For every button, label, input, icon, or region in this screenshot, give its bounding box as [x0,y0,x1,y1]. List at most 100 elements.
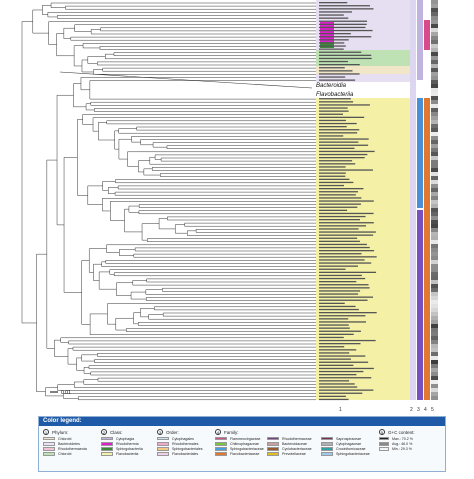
leaf-label [319,163,356,165]
leaf-label [319,367,374,370]
leaf-label [319,42,345,44]
leaf-label [319,26,366,29]
legend-entry: Chlorobi [58,452,72,457]
gc-cell [431,160,438,164]
gc-cell [431,188,438,192]
gc-cell [431,72,438,76]
leaf-label [319,250,375,252]
leaf-label [319,79,356,81]
leaf-label [319,327,350,329]
leaf-label [319,14,344,16]
leaf-label [319,321,367,323]
gc-cell [431,0,438,4]
gc-cell [431,296,438,300]
gc-cell [431,244,438,248]
gc-cell [431,16,438,20]
leaf-label [319,29,373,32]
legend-swatch [321,452,333,456]
gc-cell [431,168,438,172]
leaf-label [319,256,377,258]
gc-cell [431,256,438,260]
leaf-label [319,253,362,255]
gc-cell [431,128,438,132]
leaf-label [319,324,349,326]
leaf-label [319,175,346,177]
leaf-label [319,281,357,283]
leaf-label [319,305,356,308]
leaf-label [319,126,347,128]
leaf-label [319,172,346,174]
leaf-label [319,370,364,373]
gc-cell [431,48,438,52]
leaf-label [319,54,372,56]
gc-cell [431,268,438,272]
legend-swatch [215,441,227,446]
legend-family-3: Saprospiraceae Cytophagaceae Crocinitomi… [321,428,370,457]
legend-entry: Sphingobacteriaceae [336,452,370,457]
gc-cell [431,156,438,160]
leaf-label [319,113,344,115]
order-column-bottom [417,210,423,400]
leaf-label [319,237,358,239]
leaf-label [319,315,366,317]
legend-number-badge: 2 [101,429,107,435]
leaf-label [319,8,374,10]
gc-cell [431,96,438,100]
gc-cell [431,196,438,200]
legend-entry: Cytophagales [172,436,194,441]
gc-cell [431,352,438,356]
gc-cell [431,152,438,156]
gc-cell [431,316,438,320]
gc-cell [431,28,438,32]
legend-swatch [101,447,113,451]
gc-cell [431,216,438,220]
color-legend: Color legend: 1 Phylum: Chlorobi Bactero… [38,416,446,472]
gc-cell [431,108,438,112]
gc-cell [431,280,438,284]
leaf-label [319,51,362,53]
leaf-label [319,169,373,171]
leaf-label [319,383,355,385]
leaf-label [319,377,372,379]
leaf-label [319,234,374,236]
leaf-label [319,166,346,168]
legend-entry: Flavobacteriia [116,452,139,457]
leaf-label [319,231,376,233]
gc-cell [431,24,438,28]
gc-cell [431,368,438,372]
gc-cell [431,364,438,368]
bacteroidia-label: Bacteroidia [316,83,347,89]
leaf-label [319,389,374,391]
leaf-label [319,194,356,196]
gc-cell [431,236,438,240]
gc-cell [431,208,438,212]
gc-cell [431,36,438,40]
gc-cell [431,104,438,108]
gc-cell [431,288,438,292]
leaf-label [319,219,360,221]
leaf-label [319,104,370,106]
family-column [424,98,430,400]
leaf-label [319,339,376,342]
legend-entry: Cyclobacteriaceae [282,446,312,451]
leaf-label [319,395,346,397]
gc-cell [431,60,438,64]
leaf-label [319,274,362,277]
gc-cell [431,172,438,176]
leaf-label [319,147,355,149]
leaf-label [319,333,354,335]
leaf-label [319,318,349,320]
legend-gc-content: 5 G+C content: Max.: 70.2 % Avg.: 46.0 %… [379,428,415,452]
leaf-label [319,352,350,354]
legend-entry: Saprospiraceae [336,436,362,441]
gc-cell [431,324,438,328]
leaf-label [319,293,359,295]
legend-swatch [43,436,55,441]
legend-entry: Rhodothermaceae [282,436,312,441]
leaf-label [319,119,346,122]
gc-cell [431,220,438,224]
leaf-label [319,225,367,227]
leaf-label [319,181,354,184]
col-number-3: 3 [417,407,420,413]
gc-cell [431,192,438,196]
